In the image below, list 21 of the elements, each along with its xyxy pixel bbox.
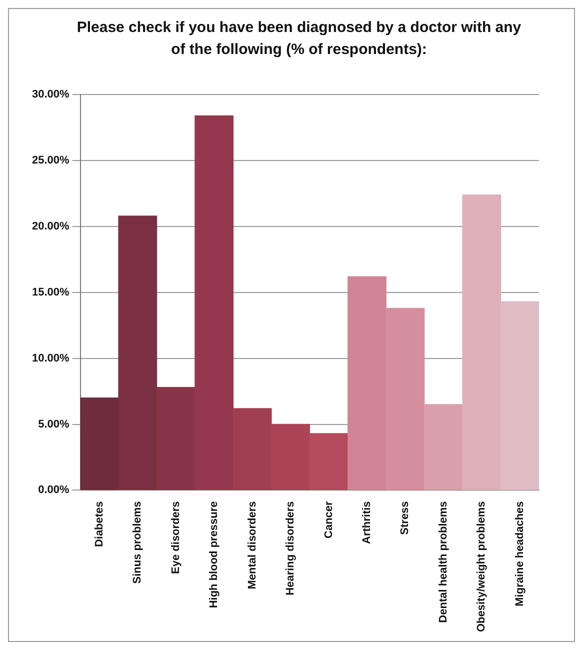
x-tick-label: Diabetes	[93, 501, 106, 548]
x-tick-label: High blood pressure	[208, 501, 220, 608]
chart-title: Please check if you have been diagnosed by a doctor with any of the following (% of respondents):	[76, 18, 522, 60]
x-tick-label: Hearing disorders	[284, 501, 297, 596]
x-tick-label: Dental health problems	[437, 501, 450, 623]
y-tick-label: 15.00%	[32, 286, 70, 298]
y-tick-label: 25.00%	[32, 154, 70, 167]
y-tick-label: 5.00%	[38, 418, 70, 430]
x-tick-label: Migraine headaches	[514, 501, 526, 606]
x-tick-label: Stress	[399, 501, 412, 535]
y-tick-label: 30.00%	[32, 88, 70, 101]
x-tick-label: Cancer	[322, 500, 335, 538]
bar	[424, 404, 463, 490]
y-tick-label: 20.00%	[32, 220, 70, 232]
x-tick-label: Mental disorders	[246, 501, 258, 590]
x-tick-label: Sinus problems	[132, 501, 144, 584]
y-tick-label: 10.00%	[32, 352, 70, 364]
y-tick-label: 0.00%	[38, 484, 70, 496]
x-tick-label: Eye disorders	[170, 501, 182, 574]
x-tick-label: Obesity/weight problems	[476, 501, 488, 632]
x-tick-label: Arthritis	[361, 501, 374, 544]
